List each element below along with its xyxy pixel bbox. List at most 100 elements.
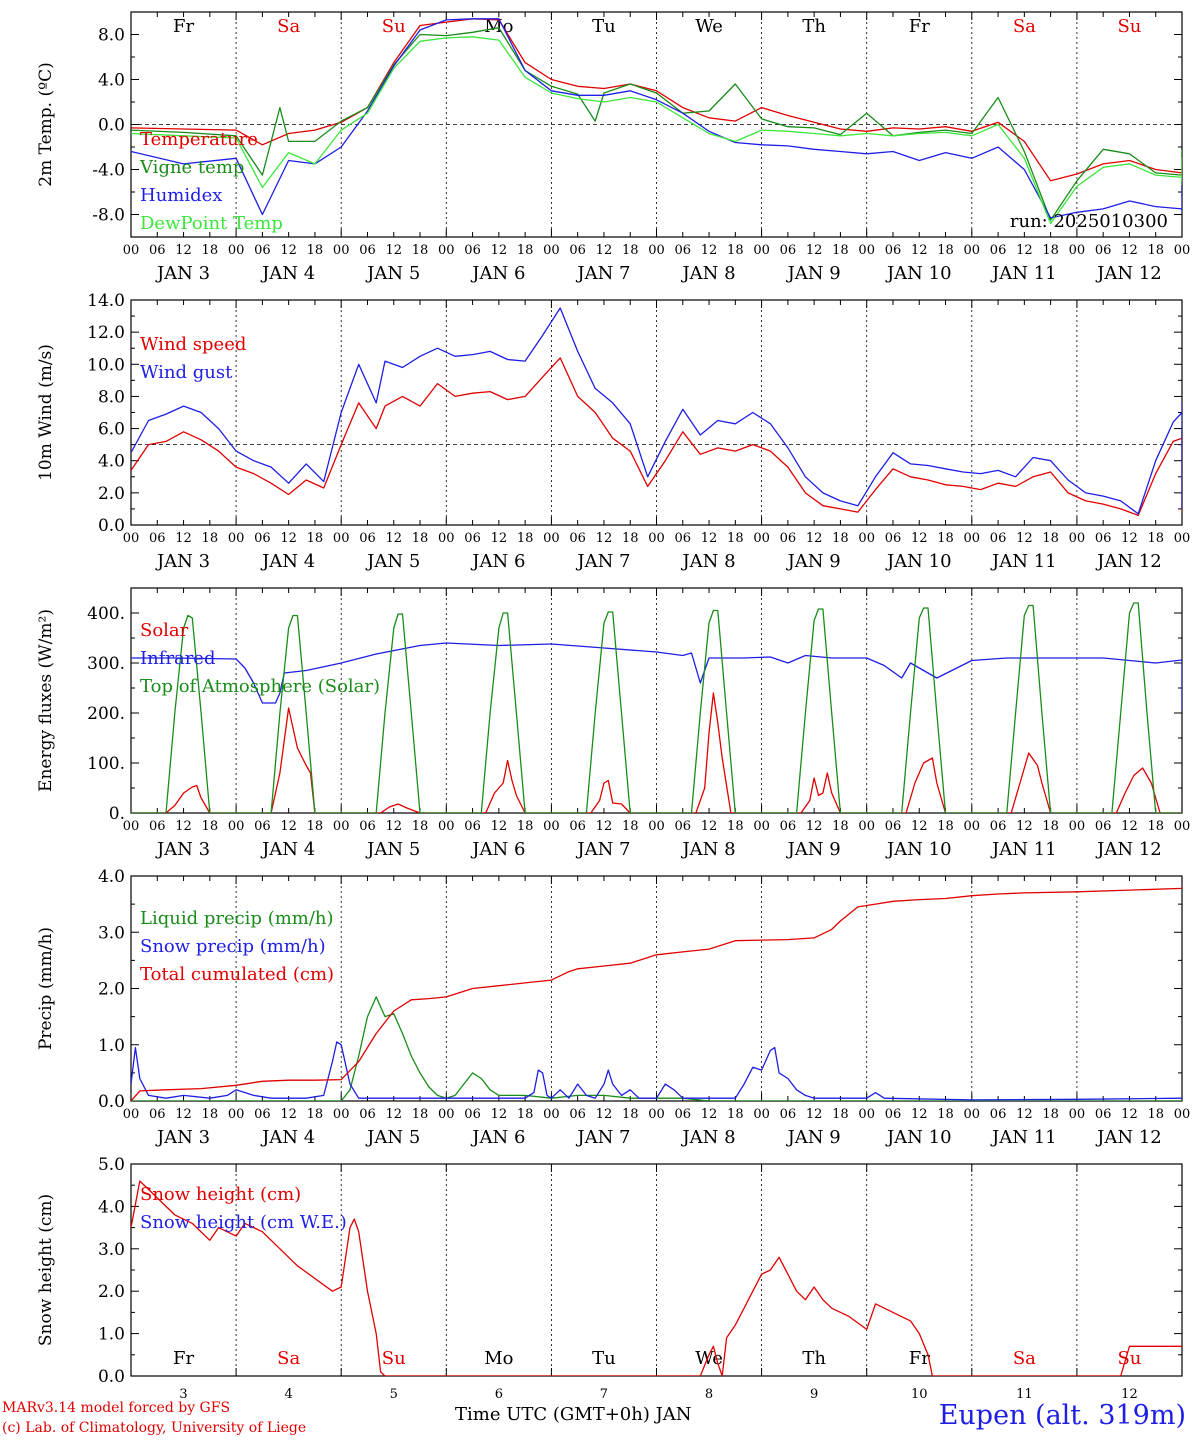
weekday-label: Tu xyxy=(592,16,616,37)
hour-label: 12 xyxy=(701,1107,718,1122)
date-label: JAN 9 xyxy=(786,551,841,572)
lab-credit: (c) Lab. of Climatology, University of L… xyxy=(2,1420,307,1436)
hour-label: 18 xyxy=(832,243,849,258)
hour-label: 18 xyxy=(622,819,639,834)
hour-label: 12 xyxy=(280,243,297,258)
y-tick-label: 8.0 xyxy=(98,26,125,46)
hour-label: 18 xyxy=(1042,531,1059,546)
hour-label: 12 xyxy=(1016,531,1033,546)
day-number-label: 9 xyxy=(810,1387,818,1402)
hour-label: 12 xyxy=(1121,1107,1138,1122)
hour-label: 06 xyxy=(990,819,1007,834)
model-credit: MARv3.14 model forced by GFS xyxy=(2,1400,231,1416)
hour-label: 12 xyxy=(1121,243,1138,258)
weekday-label: Sa xyxy=(277,1348,300,1369)
series-line xyxy=(131,1041,1182,1101)
hour-label: 00 xyxy=(753,531,770,546)
date-label: JAN 7 xyxy=(575,1127,630,1148)
panel-4: 0.0 1.0 2.0 3.0 4.0 Precip (mm/h) 00 06 12 18 00 06… xyxy=(36,867,1190,1148)
hour-label: 12 xyxy=(596,243,613,258)
hour-label: 00 xyxy=(123,243,140,258)
date-label: JAN 12 xyxy=(1095,263,1162,284)
y-tick-label: 1.0 xyxy=(98,1036,125,1056)
hour-label: 06 xyxy=(149,531,166,546)
date-label: JAN 8 xyxy=(680,839,735,860)
hour-label: 06 xyxy=(464,531,481,546)
panel-5: 0.0 1.0 2.0 3.0 4.0 5.0 Snow height (cm) 3 4 5 6 7 8… xyxy=(36,1155,1183,1402)
hour-label: 12 xyxy=(911,1107,928,1122)
date-label: JAN 9 xyxy=(786,1127,841,1148)
hour-label: 00 xyxy=(753,819,770,834)
date-label: JAN 8 xyxy=(680,1127,735,1148)
hour-label: 06 xyxy=(885,243,902,258)
hour-label: 18 xyxy=(202,819,219,834)
date-label: JAN 5 xyxy=(365,839,420,860)
y-tick-label: 0.0 xyxy=(98,1092,125,1112)
hour-label: 00 xyxy=(438,243,455,258)
hour-label: 00 xyxy=(333,1107,350,1122)
hour-label: 06 xyxy=(675,1107,692,1122)
hour-label: 00 xyxy=(1069,819,1086,834)
weekday-label: Tu xyxy=(592,1348,616,1369)
hour-label: 00 xyxy=(333,531,350,546)
hour-label: 18 xyxy=(307,819,324,834)
y-axis-label: Snow height (cm) xyxy=(36,1194,56,1346)
panel-3: 0. 100. 200. 300. 400. Energy fluxes (W/m²) 00… xyxy=(36,587,1190,860)
date-label: JAN 11 xyxy=(990,1127,1057,1148)
hour-label: 06 xyxy=(254,243,271,258)
legend-entry: Snow height (cm W.E.) xyxy=(140,1212,347,1233)
day-number-label: 6 xyxy=(495,1387,503,1402)
hour-label: 12 xyxy=(806,531,823,546)
hour-label: 12 xyxy=(491,819,508,834)
hour-label: 12 xyxy=(701,243,718,258)
date-label: JAN 6 xyxy=(470,839,525,860)
hour-label: 06 xyxy=(569,819,586,834)
hour-label: 00 xyxy=(1174,1107,1191,1122)
hour-label: 12 xyxy=(175,1107,192,1122)
weekday-label: Fr xyxy=(173,16,194,37)
date-label: JAN 12 xyxy=(1095,551,1162,572)
hour-label: 18 xyxy=(412,243,429,258)
hour-label: 12 xyxy=(1016,1107,1033,1122)
legend-entry: Wind gust xyxy=(140,362,233,383)
series-line xyxy=(131,357,1182,517)
hour-label: 00 xyxy=(648,1107,665,1122)
day-number-label: 3 xyxy=(179,1387,187,1402)
hour-label: 18 xyxy=(622,1107,639,1122)
hour-label: 00 xyxy=(648,243,665,258)
date-label: JAN 12 xyxy=(1095,839,1162,860)
y-tick-label: 2.0 xyxy=(98,1282,125,1302)
hour-label: 18 xyxy=(937,819,954,834)
hour-label: 18 xyxy=(622,243,639,258)
hour-label: 18 xyxy=(937,243,954,258)
hour-label: 18 xyxy=(727,531,744,546)
panel-2: 0.0 2.0 4.0 6.0 8.0 10.0 12.0 14.0 10m Wind (m/s… xyxy=(36,291,1190,572)
hour-label: 18 xyxy=(412,819,429,834)
date-label: JAN 9 xyxy=(786,839,841,860)
x-axis-title: Time UTC (GMT+0h) JAN xyxy=(455,1404,692,1425)
legend-entry: Liquid precip (mm/h) xyxy=(140,908,334,929)
legend-entry: Vigne temp xyxy=(139,157,244,178)
y-axis-label: Precip (mm/h) xyxy=(36,927,56,1050)
hour-label: 06 xyxy=(1095,1107,1112,1122)
hour-label: 12 xyxy=(385,1107,402,1122)
hour-label: 18 xyxy=(1147,1107,1164,1122)
date-label: JAN 11 xyxy=(990,551,1057,572)
hour-label: 06 xyxy=(990,531,1007,546)
hour-label: 06 xyxy=(254,819,271,834)
y-axis-label: 2m Temp. (ºC) xyxy=(36,62,56,187)
hour-label: 12 xyxy=(1016,243,1033,258)
weekday-label: Mo xyxy=(484,1348,513,1369)
date-label: JAN 11 xyxy=(990,263,1057,284)
y-tick-label: 14.0 xyxy=(87,291,125,311)
hour-label: 12 xyxy=(491,531,508,546)
hour-label: 12 xyxy=(596,819,613,834)
hour-label: 18 xyxy=(937,531,954,546)
hour-label: 00 xyxy=(964,1107,981,1122)
hour-label: 18 xyxy=(832,531,849,546)
date-label: JAN 3 xyxy=(155,839,210,860)
hour-label: 00 xyxy=(964,531,981,546)
hour-label: 00 xyxy=(858,243,875,258)
station-label: Eupen (alt. 319m) xyxy=(938,1400,1186,1431)
hour-label: 06 xyxy=(254,1107,271,1122)
